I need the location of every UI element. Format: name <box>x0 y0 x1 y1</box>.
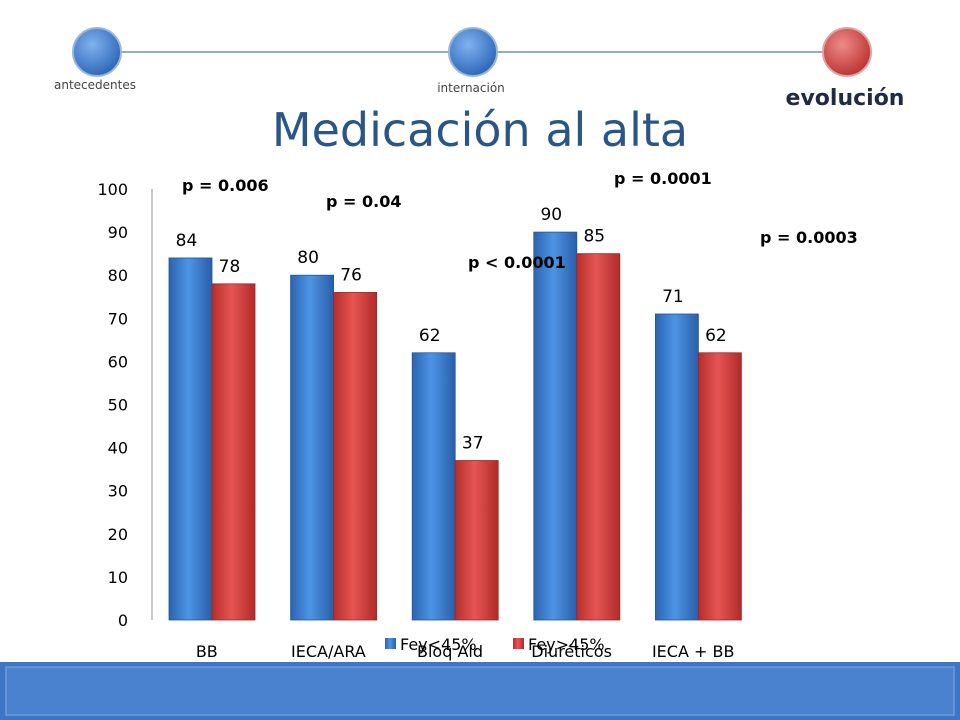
page-title: Medicación al alta <box>272 103 688 157</box>
data-label: 37 <box>462 434 484 454</box>
bar-fey-gt45 <box>333 292 378 621</box>
y-tick-label: 20 <box>108 525 128 544</box>
bar-fey-gt45 <box>698 352 742 621</box>
data-label: 71 <box>662 287 684 307</box>
bar-fey-lt45 <box>533 231 578 621</box>
p-value-ieca-bb: p = 0.0003 <box>760 228 858 247</box>
y-tick-label: 40 <box>108 439 128 458</box>
data-label: 80 <box>297 248 319 268</box>
progress-nav: antecedentes internación evolución <box>54 27 905 111</box>
y-tick-label: 100 <box>97 180 128 199</box>
category-label: Bloq Ald <box>417 642 483 661</box>
p-value-ieca-ara: p = 0.04 <box>326 192 401 211</box>
nav-step-label: internación <box>437 81 505 95</box>
data-label: 90 <box>540 205 562 225</box>
legend: Fey<45% Fey>45% <box>385 635 605 654</box>
nav-step-antecedentes[interactable]: antecedentes <box>54 27 136 92</box>
category-label: IECA/ARA <box>291 642 366 661</box>
nav-step-internacion[interactable]: internación <box>437 27 505 95</box>
bar-fey-lt45 <box>411 352 456 621</box>
data-label: 84 <box>176 231 198 251</box>
y-tick-label: 70 <box>108 309 128 328</box>
data-label: 62 <box>705 326 727 346</box>
bar-fey-lt45 <box>655 313 699 621</box>
nav-dot-icon <box>72 27 122 77</box>
nav-dot-icon <box>448 27 498 77</box>
legend-label: Fey>45% <box>528 635 605 654</box>
p-value-bb: p = 0.006 <box>182 176 269 195</box>
bar-fey-lt45 <box>290 274 335 621</box>
p-value-bloq-ald: p < 0.0001 <box>468 253 566 272</box>
data-label: 78 <box>219 257 241 277</box>
p-value-annotations: p = 0.006 p = 0.04 p < 0.0001 p = 0.0001… <box>182 169 858 272</box>
y-tick-label: 0 <box>118 611 128 630</box>
nav-step-evolucion[interactable]: evolución <box>786 27 905 111</box>
y-tick-label: 30 <box>108 482 128 501</box>
category-label: IECA + BB <box>652 642 734 661</box>
bar-fey-gt45 <box>211 283 256 621</box>
nav-step-label: antecedentes <box>54 78 136 92</box>
y-axis: 0 10 20 30 40 50 60 70 80 90 100 <box>97 180 153 630</box>
nav-step-label-active: evolución <box>786 86 905 111</box>
data-label: 76 <box>340 265 362 285</box>
bar-chart: 0 10 20 30 40 50 60 70 80 90 100 84 78 80 76 62 37 90 85 7… <box>97 180 742 661</box>
legend-swatch-fey-gt45 <box>513 638 524 649</box>
category-label: BB <box>196 642 218 661</box>
category-label: Diuréticos <box>531 642 612 661</box>
footer-panel <box>5 666 955 716</box>
y-tick-label: 90 <box>108 223 128 242</box>
bar-fey-gt45 <box>576 253 621 621</box>
category-labels: BB IECA/ARA Bloq Ald Diuréticos IECA + BB <box>196 642 735 661</box>
legend-label: Fey<45% <box>400 635 477 654</box>
bars <box>168 231 742 621</box>
y-tick-label: 50 <box>108 396 128 415</box>
bar-fey-lt45 <box>168 257 213 621</box>
y-tick-label: 10 <box>108 568 128 587</box>
y-tick-label: 80 <box>108 266 128 285</box>
p-value-diureticos: p = 0.0001 <box>614 169 712 188</box>
legend-swatch-fey-lt45 <box>385 638 396 649</box>
data-labels: 84 78 80 76 62 37 90 85 71 62 <box>176 205 727 453</box>
bar-fey-gt45 <box>454 460 499 621</box>
data-label: 85 <box>583 227 605 247</box>
data-label: 62 <box>419 326 441 346</box>
nav-dot-icon <box>822 27 872 77</box>
y-tick-label: 60 <box>108 352 128 371</box>
